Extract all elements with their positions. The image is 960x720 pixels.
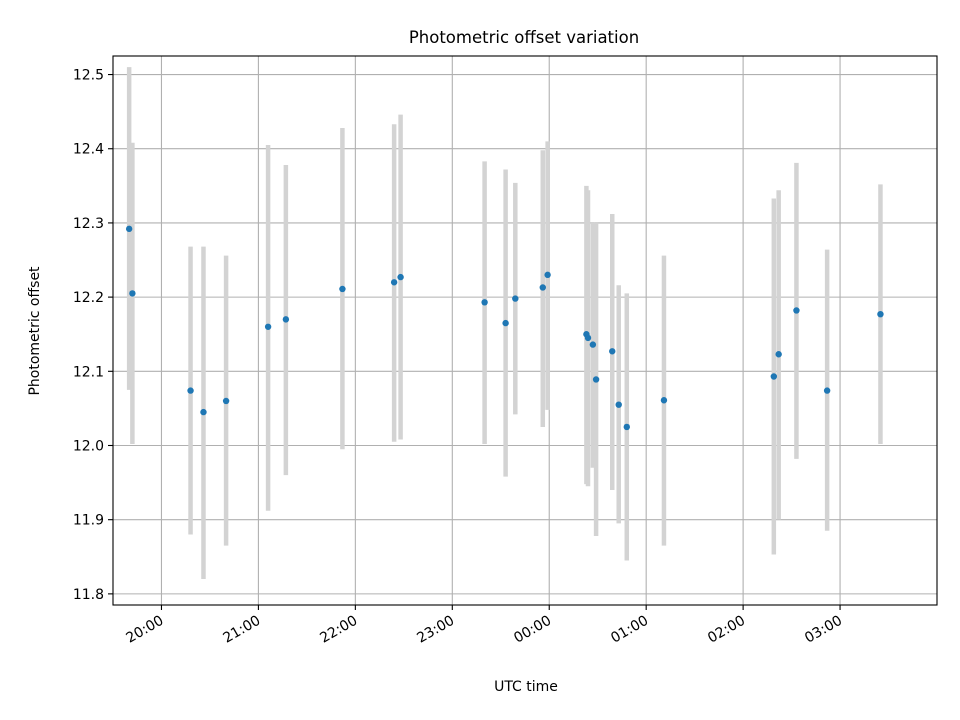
y-tick-label: 11.9 [73,513,104,529]
x-tick-label: 21:00 [220,613,263,647]
data-point [481,299,488,306]
data-point [592,376,600,383]
x-tick-label: 22:00 [317,613,360,647]
x-tick-label: 01:00 [608,613,651,647]
data-point [129,290,136,297]
y-axis-label: Photometric offset [27,266,43,396]
x-tick-label: 20:00 [124,613,167,647]
plot-frame [112,55,938,606]
grid [113,56,937,605]
data-point [877,310,884,318]
x-tick-label: 02:00 [705,613,748,647]
data-point [609,348,616,355]
x-axis-label: UTC time [494,679,558,695]
y-tick-label: 12.4 [73,142,104,158]
data-point [615,401,622,408]
chart-title: Photometric offset variation [409,28,639,47]
data-points [125,225,884,431]
y-tick-label: 12.1 [73,364,104,380]
x-tick-label: 00:00 [511,613,554,647]
data-point [390,279,398,286]
data-point [775,351,782,358]
y-tick-label: 12.3 [73,216,104,232]
data-point [512,295,519,302]
data-point [823,387,831,394]
x-tick-label: 03:00 [802,613,845,647]
data-point [187,387,194,394]
data-point [339,285,346,293]
y-tick-label: 12.2 [73,290,104,306]
data-point [584,334,592,342]
x-tick-label: 23:00 [414,613,457,647]
data-point [125,225,133,233]
data-point [623,423,630,431]
data-point [544,271,551,279]
data-point [222,397,230,405]
y-tick-label: 11.8 [73,587,104,603]
data-point [770,373,778,380]
data-point [539,284,546,291]
data-point [397,273,404,281]
data-point [793,307,800,314]
data-point [660,397,668,404]
data-point [264,323,272,330]
data-point [589,341,597,348]
data-point [282,316,290,323]
y-tick-label: 12.0 [73,438,104,454]
y-tick-label: 12.5 [73,68,104,84]
data-point [200,408,207,416]
data-point [502,319,509,327]
